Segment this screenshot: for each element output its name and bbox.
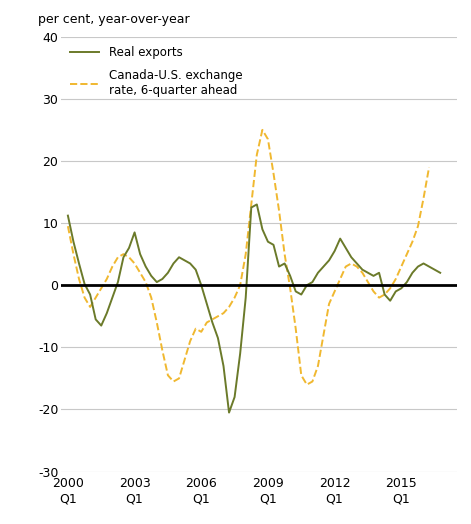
Real exports xyxy=(371,272,376,279)
Real exports xyxy=(254,201,260,208)
Real exports xyxy=(438,270,443,276)
Real exports xyxy=(410,270,415,276)
Canada-U.S. exchange
rate, 6-quarter ahead xyxy=(154,319,160,325)
Canada-U.S. exchange
rate, 6-quarter ahead xyxy=(176,375,182,381)
Real exports xyxy=(343,245,349,251)
Canada-U.S. exchange
rate, 6-quarter ahead xyxy=(426,164,432,170)
Real exports xyxy=(404,279,410,285)
Canada-U.S. exchange
rate, 6-quarter ahead xyxy=(304,381,309,388)
Canada-U.S. exchange
rate, 6-quarter ahead xyxy=(220,310,226,316)
Real exports xyxy=(226,409,232,416)
Legend: Real exports, Canada-U.S. exchange
rate, 6-quarter ahead: Real exports, Canada-U.S. exchange rate,… xyxy=(65,41,247,102)
Real exports xyxy=(65,212,71,219)
Canada-U.S. exchange
rate, 6-quarter ahead xyxy=(93,294,98,301)
Canada-U.S. exchange
rate, 6-quarter ahead xyxy=(359,270,365,276)
Canada-U.S. exchange
rate, 6-quarter ahead xyxy=(260,127,265,133)
Line: Real exports: Real exports xyxy=(68,204,440,412)
Canada-U.S. exchange
rate, 6-quarter ahead xyxy=(65,223,71,230)
Line: Canada-U.S. exchange
rate, 6-quarter ahead: Canada-U.S. exchange rate, 6-quarter ahe… xyxy=(68,130,429,385)
Real exports xyxy=(326,257,332,264)
Text: per cent, year-over-year: per cent, year-over-year xyxy=(38,13,189,26)
Canada-U.S. exchange
rate, 6-quarter ahead xyxy=(226,304,232,310)
Real exports xyxy=(415,264,421,270)
